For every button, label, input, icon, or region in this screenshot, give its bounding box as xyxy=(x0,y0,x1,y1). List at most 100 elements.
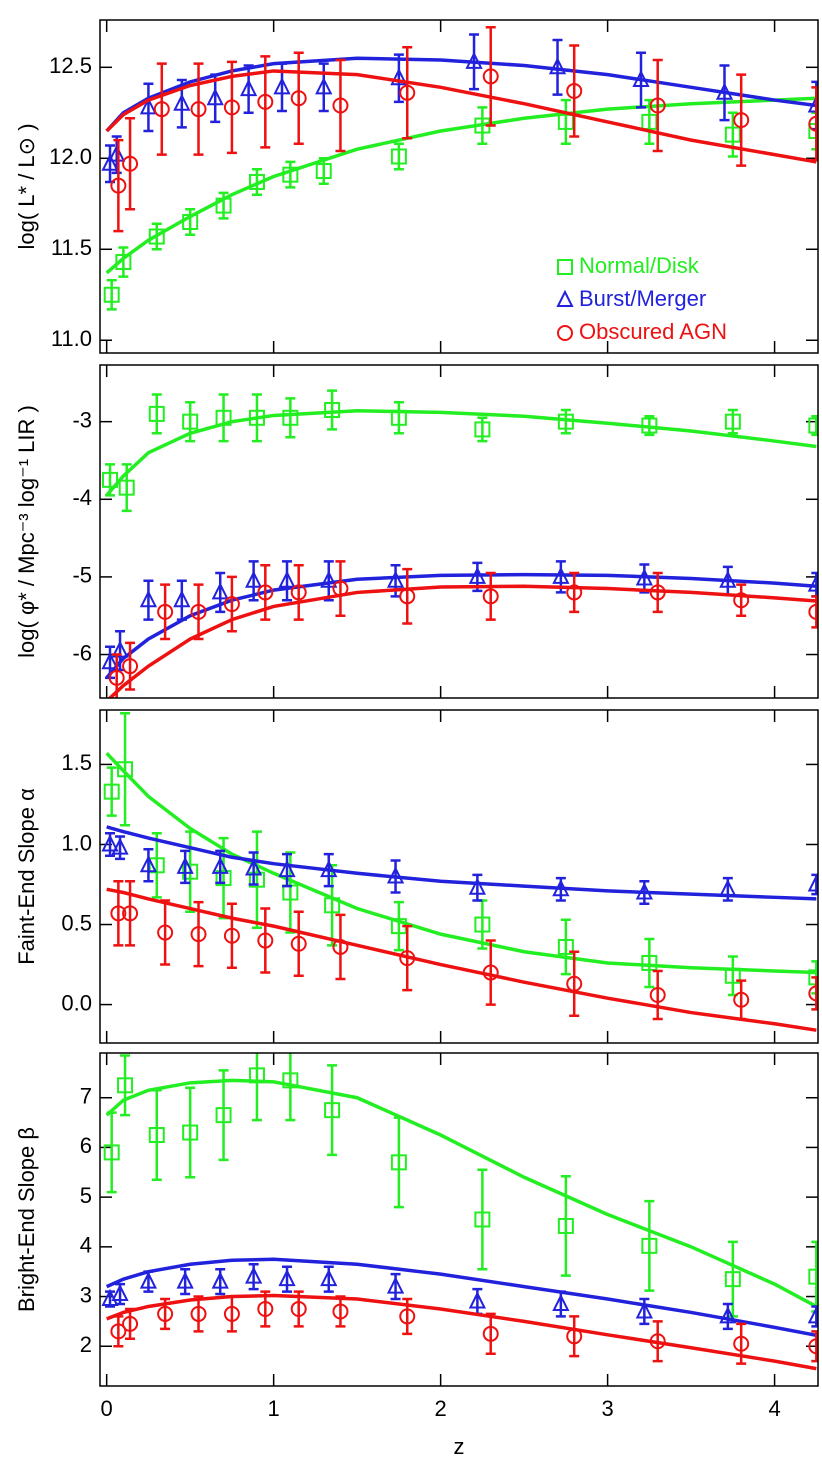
error-bar xyxy=(156,62,167,156)
y-tick-label: -3 xyxy=(72,407,92,432)
marker-circle xyxy=(223,99,240,116)
error-bar xyxy=(251,393,262,443)
error-bar xyxy=(727,408,738,435)
error-bar xyxy=(248,851,259,886)
marker-triangle xyxy=(635,1301,653,1319)
marker-square xyxy=(641,1237,658,1254)
marker-circle xyxy=(733,112,750,129)
error-bar xyxy=(251,167,262,196)
marker-square xyxy=(641,954,658,971)
marker-circle xyxy=(649,1333,666,1350)
marker-triangle xyxy=(278,859,296,878)
marker-square xyxy=(102,471,119,488)
marker-square xyxy=(215,870,232,887)
x-axis-label: z xyxy=(454,1434,465,1459)
marker-triangle xyxy=(315,77,333,95)
y-tick-label: 5 xyxy=(80,1183,92,1208)
marker-triangle xyxy=(211,582,229,600)
error-bar xyxy=(335,58,346,153)
marker-triangle xyxy=(320,570,338,588)
marker-triangle xyxy=(278,570,296,588)
marker-circle xyxy=(332,938,349,955)
error-bar xyxy=(125,1307,136,1341)
marker-square xyxy=(315,163,332,180)
legend-marker xyxy=(557,259,573,275)
marker-square xyxy=(103,286,120,303)
x-tick-label: 4 xyxy=(768,1396,780,1421)
marker-circle xyxy=(649,97,666,114)
error-bar xyxy=(811,86,818,162)
error-bar xyxy=(143,848,154,883)
error-bar xyxy=(215,571,226,614)
y-tick-label: 12.0 xyxy=(49,144,92,169)
error-bar xyxy=(560,98,571,145)
legend-marker xyxy=(557,325,573,341)
marker-circle xyxy=(649,584,666,601)
marker-square xyxy=(182,1124,199,1141)
error-bar xyxy=(402,46,413,140)
error-bar xyxy=(393,1116,404,1209)
plot-area xyxy=(101,389,818,698)
marker-triangle xyxy=(719,879,737,897)
error-bar xyxy=(120,711,131,827)
error-bar xyxy=(335,1295,346,1328)
y-tick-label: 2 xyxy=(80,1332,92,1357)
error-bar xyxy=(327,389,338,431)
marker-triangle xyxy=(245,858,263,876)
error-bar xyxy=(185,1086,196,1179)
marker-triangle xyxy=(468,566,486,584)
marker-triangle xyxy=(632,69,650,88)
marker-triangle xyxy=(245,1266,263,1284)
error-bar xyxy=(727,955,738,997)
x-tick-label: 1 xyxy=(268,1396,280,1421)
marker-square xyxy=(215,197,232,214)
error-bar xyxy=(215,849,226,885)
marker-triangle xyxy=(386,866,405,884)
fit-line xyxy=(106,825,817,901)
error-bar xyxy=(402,1297,413,1336)
error-bar xyxy=(323,560,334,602)
fit-line xyxy=(105,1078,818,1309)
marker-circle xyxy=(110,177,127,194)
error-bar xyxy=(402,567,413,625)
error-bar xyxy=(811,976,818,1011)
marker-circle xyxy=(808,985,818,1002)
marker-triangle xyxy=(176,1271,194,1289)
error-bar xyxy=(636,51,647,109)
x-tick-label: 2 xyxy=(435,1396,447,1421)
marker-triangle xyxy=(390,67,408,86)
marker-triangle xyxy=(239,78,258,97)
y-axis-label: log( φ* / Mpc⁻³ log⁻¹ LIR ) xyxy=(14,405,39,658)
error-bar xyxy=(113,880,124,947)
plot-frame xyxy=(99,1052,819,1387)
error-bar xyxy=(251,1053,262,1122)
marker-triangle xyxy=(552,566,570,584)
error-bar xyxy=(111,135,122,175)
error-bar xyxy=(393,401,404,435)
marker-square xyxy=(148,1127,165,1144)
marker-triangle xyxy=(278,1268,296,1287)
marker-triangle xyxy=(111,1283,129,1302)
legend-marker xyxy=(556,289,574,307)
y-tick-label: 0.5 xyxy=(61,910,92,935)
fit-line xyxy=(105,96,817,275)
marker-square xyxy=(557,1217,574,1234)
marker-triangle xyxy=(101,153,119,171)
error-bar xyxy=(469,33,480,91)
y-tick-label: -6 xyxy=(72,640,92,665)
error-bar xyxy=(125,117,136,211)
marker-circle xyxy=(399,588,416,605)
marker-circle xyxy=(733,592,750,609)
y-tick-label: 11.5 xyxy=(51,235,92,260)
marker-triangle xyxy=(807,874,818,892)
error-bar xyxy=(402,924,413,992)
error-bar xyxy=(477,106,488,145)
marker-circle xyxy=(290,1300,307,1317)
marker-square xyxy=(248,409,265,426)
error-bar xyxy=(652,1320,663,1363)
marker-circle xyxy=(257,1300,274,1317)
y-tick-label: 7 xyxy=(80,1084,92,1109)
marker-circle xyxy=(482,588,499,605)
plot-area xyxy=(101,1053,818,1371)
